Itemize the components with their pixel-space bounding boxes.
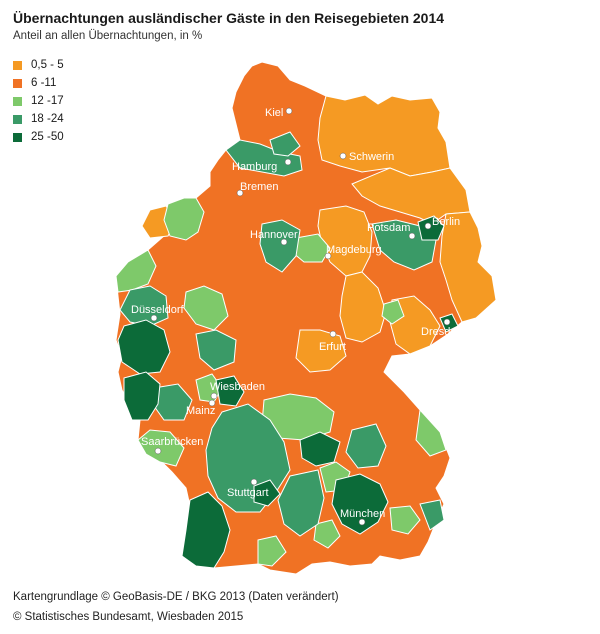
city-dot (236, 189, 244, 197)
city-label: München (340, 508, 385, 520)
city-markers: Kiel Schwerin Hamburg Bremen Hannover Po… (131, 107, 463, 526)
city-dot (250, 478, 258, 486)
city-mainz: Mainz (186, 399, 216, 417)
city-dot (424, 222, 432, 230)
legend-item: 0,5 - 5 (13, 56, 64, 74)
legend-swatch (13, 96, 22, 106)
city-dot (324, 252, 332, 260)
city-schwerin: Schwerin (339, 151, 394, 163)
city-dot (339, 152, 347, 160)
city-kiel: Kiel (265, 107, 293, 119)
legend: 0,5 - 5 6 -11 12 -17 18 -24 25 -50 (13, 56, 64, 146)
city-dot (280, 238, 288, 246)
copyright-note: © Statistisches Bundesamt, Wiesbaden 201… (13, 611, 244, 623)
legend-swatch (13, 78, 22, 88)
city-dot (285, 107, 293, 115)
city-erfurt: Erfurt (319, 330, 346, 353)
legend-item: 6 -11 (13, 74, 64, 92)
legend-item: 12 -17 (13, 92, 64, 110)
map-title: Übernachtungen ausländischer Gäste in de… (13, 10, 445, 26)
city-wiesbaden: Wiesbaden (210, 381, 265, 400)
city-label: Berlin (432, 216, 460, 228)
legend-label: 6 -11 (31, 77, 57, 89)
city-potsdam: Potsdam (367, 222, 416, 240)
legend-item: 18 -24 (13, 110, 64, 128)
city-label: Magdeburg (326, 244, 382, 256)
city-dresden: Dresden (421, 318, 463, 338)
city-dot (284, 158, 292, 166)
city-label: Mainz (186, 405, 215, 417)
city-label: Kiel (265, 107, 283, 119)
city-muenchen: München (340, 508, 385, 526)
city-magdeburg: Magdeburg (324, 244, 382, 260)
city-duesseldorf: Düsseldorf (131, 304, 185, 322)
city-hannover: Hannover (250, 229, 298, 246)
city-dot (208, 399, 216, 407)
city-label: Stuttgart (227, 487, 269, 499)
city-label: Bremen (240, 181, 279, 193)
city-label: Hamburg (232, 161, 277, 173)
legend-swatch (13, 60, 22, 70)
legend-swatch (13, 132, 22, 142)
city-label: Hannover (250, 229, 298, 241)
city-dot (443, 318, 451, 326)
city-label: Düsseldorf (131, 304, 185, 316)
city-label: Saarbrücken (141, 436, 203, 448)
city-dot (150, 314, 158, 322)
city-label: Schwerin (349, 151, 394, 163)
legend-swatch (13, 114, 22, 124)
legend-label: 12 -17 (31, 95, 64, 107)
city-bremen: Bremen (236, 181, 279, 197)
map-subtitle: Anteil an allen Übernachtungen, in % (13, 30, 203, 42)
class-25-50-regions (117, 215, 459, 569)
city-label: Wiesbaden (210, 381, 265, 393)
city-dot (210, 392, 218, 400)
source-note: Kartengrundlage © GeoBasis-DE / BKG 2013… (13, 591, 339, 603)
city-label: Dresden (421, 326, 463, 338)
city-label: Erfurt (319, 341, 346, 353)
legend-label: 0,5 - 5 (31, 59, 64, 71)
class-0-5-regions (141, 94, 497, 373)
city-hamburg: Hamburg (232, 158, 292, 173)
city-berlin: Berlin (424, 216, 460, 230)
city-dot (408, 232, 416, 240)
city-saarbruecken: Saarbrücken (141, 436, 203, 455)
legend-label: 25 -50 (31, 131, 64, 143)
legend-item: 25 -50 (13, 128, 64, 146)
city-stuttgart: Stuttgart (227, 478, 269, 499)
city-label: Potsdam (367, 222, 410, 234)
city-dot (154, 447, 162, 455)
legend-label: 18 -24 (31, 113, 64, 125)
city-dot (329, 330, 337, 338)
city-dot (358, 518, 366, 526)
